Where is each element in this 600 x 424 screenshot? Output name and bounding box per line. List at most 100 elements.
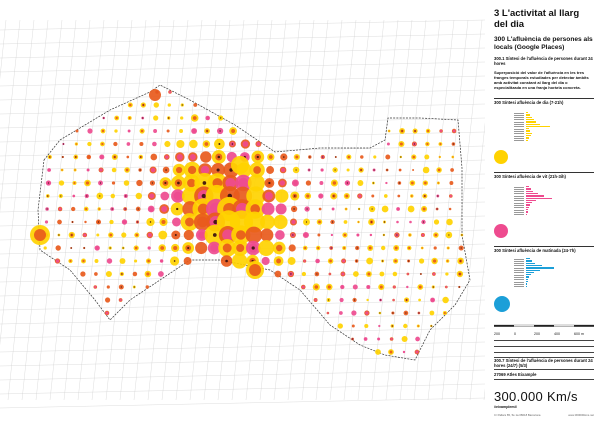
core-dot (282, 156, 285, 158)
legend-bar (526, 209, 528, 211)
overlay-dot (200, 165, 210, 175)
core-dot (97, 221, 100, 223)
legend-night: 300 Síntesi afluència de vit (21h-3ih) (494, 172, 594, 238)
overlay-dot (94, 285, 97, 289)
afternoon-dot (351, 324, 355, 328)
street-line (385, 19, 427, 401)
core-dot (140, 156, 142, 158)
overlay-dot (314, 285, 319, 289)
night-dot (44, 220, 49, 224)
day-dot (446, 218, 453, 226)
street-line (0, 47, 485, 59)
overlay-dot (447, 247, 449, 249)
core-dot (71, 234, 73, 236)
overlay-dot (341, 272, 345, 276)
core-dot (335, 156, 337, 158)
core-dot (295, 169, 297, 171)
map-description: Superposició del valor de l'afluència en… (494, 70, 589, 90)
street-line (0, 271, 485, 283)
night-dot (87, 128, 93, 134)
core-dot (216, 168, 220, 172)
overlay-dot (399, 142, 403, 146)
overlay-dot (343, 247, 346, 249)
overlay-dot (109, 233, 113, 237)
core-dot (330, 247, 332, 249)
day-dot (357, 180, 364, 186)
day-dot (109, 219, 114, 225)
legend-bar (526, 197, 552, 199)
district-boundary (37, 84, 471, 361)
legend-late: 300 Síntesi afluència de matinada (24-7h… (494, 246, 594, 312)
street-line (371, 19, 413, 401)
legend-bar (526, 112, 528, 114)
night-dot (106, 258, 113, 264)
day-dot (119, 258, 126, 264)
afternoon-dot (126, 155, 130, 159)
night-dot (319, 181, 324, 185)
legend-bar (526, 130, 530, 132)
overlay-dot (115, 116, 118, 120)
day-dot (123, 180, 130, 186)
legend-bar (526, 267, 554, 269)
afternoon-dot (449, 181, 454, 185)
street-line (0, 285, 485, 297)
overlay-dot (439, 156, 441, 158)
overlay-dot (365, 311, 369, 315)
overlay-dot (135, 233, 139, 237)
core-dot (70, 247, 72, 249)
street-line (413, 19, 455, 401)
overlay-dot (253, 166, 261, 174)
core-dot (212, 233, 217, 237)
night-dot (385, 181, 388, 185)
overlay-dot (388, 130, 390, 132)
overlay-dot (434, 233, 438, 237)
overlay-dot (101, 129, 105, 133)
street-line (315, 19, 357, 401)
cluster-dot (231, 156, 249, 174)
overlay-dot (345, 208, 347, 210)
divider (494, 369, 594, 370)
core-dot (213, 219, 218, 225)
afternoon-dot (448, 207, 452, 211)
day-dot (105, 270, 112, 278)
overlay-dot (187, 165, 197, 175)
overlay-dot (403, 351, 405, 353)
legend-bar (526, 264, 542, 267)
legend-bar (526, 188, 531, 190)
day-dot (422, 166, 430, 174)
street-line (0, 299, 485, 311)
afternoon-dot (193, 103, 198, 107)
day-dot (287, 257, 296, 265)
core-dot (430, 325, 432, 327)
core-dot (322, 156, 324, 158)
day-dot (58, 180, 65, 186)
overlay-dot (303, 259, 306, 263)
overlay-dot (443, 311, 446, 315)
legend-late-title: 300 Síntesi afluència de matinada (24-7h… (494, 246, 594, 253)
overlay-dot (379, 285, 383, 289)
day-dot (418, 298, 421, 302)
day-dot (366, 298, 369, 302)
afternoon-dot (371, 194, 375, 198)
core-dot (328, 299, 330, 301)
overlay-dot (431, 298, 435, 302)
afternoon-dot (145, 285, 149, 289)
night-dot (351, 310, 357, 316)
overlay-dot (105, 311, 109, 315)
night-dot (415, 336, 420, 342)
map-subtitle: 300 L'afluència de persones als locals (… (494, 36, 593, 51)
core-dot (290, 273, 292, 275)
overlay-dot (345, 194, 349, 198)
legend-bar (526, 128, 529, 130)
core-dot (406, 299, 408, 301)
overlay-dot (410, 195, 413, 197)
street-line (7, 19, 49, 401)
core-dot (83, 247, 85, 249)
overlay-dot (356, 234, 359, 236)
core-dot (151, 182, 153, 184)
core-dot (436, 208, 438, 210)
overlay-dot (149, 193, 155, 199)
day-dot (110, 193, 116, 199)
afternoon-dot (71, 206, 76, 212)
core-dot (392, 312, 394, 314)
